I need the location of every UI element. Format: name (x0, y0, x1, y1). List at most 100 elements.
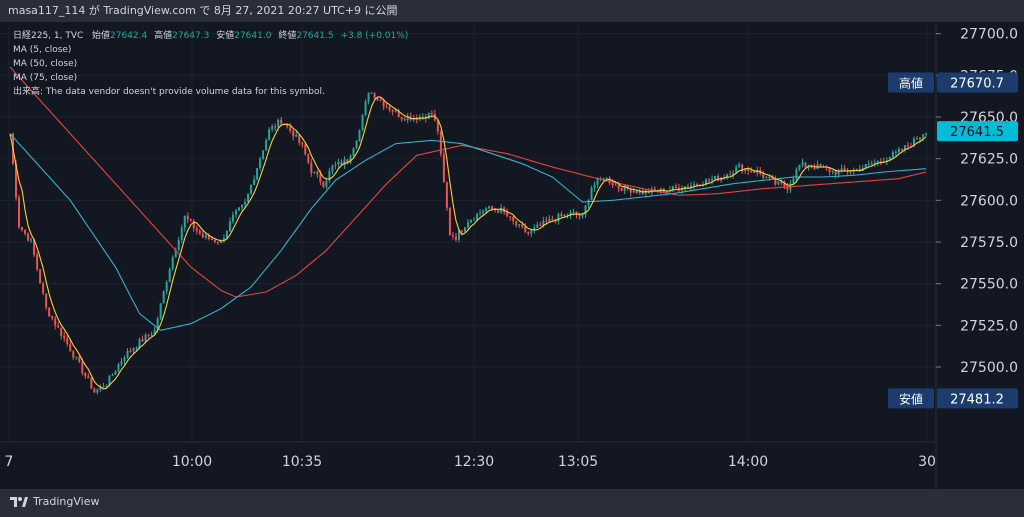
candle-body (680, 189, 683, 191)
candle-body (66, 338, 69, 345)
candle-body (234, 210, 237, 215)
candle-body (93, 388, 96, 393)
candle-body (780, 181, 783, 184)
y-tick-label: 27500.0 (960, 360, 1018, 376)
candle-body (756, 170, 759, 173)
y-tick-label: 27525.0 (960, 318, 1018, 334)
candle-body (388, 106, 391, 110)
candle-body (563, 214, 566, 216)
candle-body (430, 112, 433, 114)
candle-body (168, 268, 171, 283)
candle-body (102, 386, 105, 388)
candle-body (334, 164, 337, 166)
candle-body (834, 170, 837, 175)
legend-ma50[interactable]: MA (50, close) (13, 59, 77, 69)
candle-body (280, 119, 283, 124)
candle-body (864, 163, 867, 168)
low-value: 27641.0 (234, 31, 271, 41)
candle-body (542, 220, 545, 226)
low-badge-label-bg (888, 388, 934, 409)
candle-body (858, 168, 861, 171)
candle-body (84, 372, 87, 377)
candle-body (165, 282, 168, 292)
legend-ma75[interactable]: MA (75, close) (13, 73, 77, 83)
candle-body (274, 126, 277, 128)
candle-body (774, 178, 777, 185)
brand-label: TradingView (33, 495, 100, 508)
candle-body (298, 134, 301, 143)
x-tick-label: 10:00 (172, 454, 212, 470)
legend-ma5[interactable]: MA (5, close) (13, 45, 71, 55)
candle-body (918, 137, 921, 140)
candle-body (111, 374, 114, 376)
candle-body (75, 356, 78, 358)
candle-body (192, 220, 195, 229)
candle-body (99, 386, 102, 390)
candle-body (171, 257, 174, 269)
candlestick-chart[interactable]: 27700.027675.027650.027625.027600.027575… (0, 22, 1024, 489)
candle-body (304, 144, 307, 155)
candle-body (307, 154, 310, 163)
candle-body (201, 233, 204, 238)
candle-body (717, 175, 720, 181)
candle-body (376, 98, 379, 100)
plot-area[interactable]: 27700.027675.027650.027625.027600.027575… (0, 22, 1024, 489)
ma50-line (9, 133, 927, 331)
candle-body (891, 152, 894, 158)
candle-body (108, 375, 111, 386)
candle-body (473, 219, 476, 221)
candle-body (69, 344, 72, 352)
candle-body (479, 212, 482, 214)
candle-body (247, 193, 250, 203)
candle-body (735, 167, 738, 173)
candle-body (536, 224, 539, 228)
candle-body (394, 110, 397, 112)
candle-body (286, 124, 289, 127)
price-axis[interactable] (936, 22, 1024, 489)
candle-body (476, 213, 479, 220)
candle-body (403, 119, 406, 121)
candle-body (445, 182, 448, 208)
candle-body (747, 168, 750, 171)
candle-body (714, 175, 717, 180)
legend-ohlc: 始値27642.4 高値27647.3 安値27641.0 終値27641.5 … (92, 29, 408, 41)
candle-body (81, 361, 84, 373)
candle-body (494, 209, 497, 211)
candle-body (888, 157, 891, 161)
legend-symbol: 日経225, 1, TVC (13, 29, 83, 41)
candle-body (873, 162, 876, 164)
candle-body (147, 334, 150, 336)
candle-body (238, 207, 240, 211)
candle-body (24, 229, 27, 234)
tradingview-brand[interactable]: TradingView (10, 495, 99, 508)
candle-body (753, 171, 756, 173)
candle-body (521, 224, 524, 227)
candle-body (831, 170, 834, 172)
candle-body (512, 216, 515, 222)
candle-body (349, 155, 352, 163)
candle-body (180, 227, 183, 241)
candle-body (123, 357, 126, 362)
footer-bar: TradingView (0, 489, 1024, 517)
high-badge-value-bg (937, 72, 1018, 93)
candle-body (186, 215, 189, 220)
candle-body (617, 184, 620, 189)
candle-body (322, 181, 325, 187)
candle-body (319, 174, 322, 182)
high-label: 高値 (154, 29, 172, 41)
candle-body (268, 129, 271, 141)
candle-body (195, 228, 198, 231)
y-tick-label: 27575.0 (960, 235, 1018, 251)
candle-body (686, 186, 689, 188)
candle-body (358, 130, 361, 142)
candle-body (340, 161, 343, 165)
candle-body (367, 92, 370, 102)
low-badge-value: 27481.2 (950, 392, 1004, 407)
candle-body (765, 176, 768, 178)
candle-body (397, 110, 400, 118)
candle-body (18, 197, 21, 228)
candle-body (427, 112, 430, 119)
candle-body (819, 164, 822, 168)
candle-body (21, 227, 24, 230)
candle-body (545, 220, 548, 222)
